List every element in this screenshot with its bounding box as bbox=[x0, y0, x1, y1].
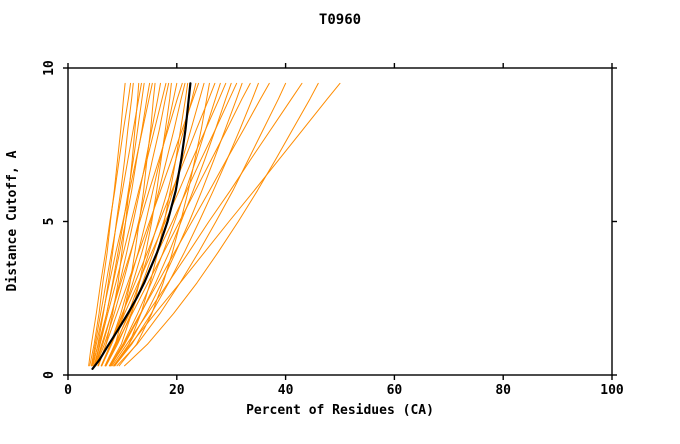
model-curve bbox=[105, 82, 251, 367]
model-curve bbox=[124, 82, 319, 367]
axes-layer: 0 20 40 60 80 100 0 5 10 bbox=[42, 60, 624, 398]
model-curve bbox=[90, 82, 142, 367]
model-curve bbox=[89, 82, 126, 367]
y-tick-label: 0 bbox=[42, 371, 57, 379]
y-tick-label: 10 bbox=[42, 60, 57, 76]
model-curve bbox=[95, 82, 170, 367]
model-curve bbox=[109, 82, 232, 367]
model-curve bbox=[101, 82, 216, 367]
model-curve bbox=[104, 82, 238, 367]
y-tick-label: 5 bbox=[42, 218, 57, 226]
model-curve bbox=[91, 82, 151, 367]
x-tick-label: 0 bbox=[64, 383, 72, 398]
model-curve bbox=[116, 82, 287, 367]
model-curve bbox=[113, 82, 341, 367]
x-tick-label: 80 bbox=[495, 383, 511, 398]
model-curve bbox=[114, 82, 259, 367]
model-curve bbox=[88, 82, 132, 367]
model-curve bbox=[101, 82, 186, 367]
x-tick-label: 40 bbox=[278, 383, 294, 398]
model-curve bbox=[111, 82, 303, 367]
model-curve bbox=[97, 82, 200, 367]
y-axis-label: Distance Cutoff, A bbox=[5, 150, 20, 291]
model-curve bbox=[101, 82, 227, 367]
x-axis-label: Percent of Residues (CA) bbox=[246, 403, 434, 418]
model-curve bbox=[94, 82, 167, 367]
model-curve bbox=[91, 82, 153, 367]
model-curve bbox=[92, 82, 134, 367]
chart-title: T0960 bbox=[319, 12, 361, 28]
model-curve bbox=[109, 82, 221, 367]
model-curve bbox=[108, 82, 172, 367]
model-curve bbox=[114, 82, 189, 367]
x-tick-label: 100 bbox=[600, 383, 624, 398]
curves-layer bbox=[88, 82, 341, 370]
model-curve bbox=[100, 82, 178, 367]
x-tick-label: 60 bbox=[387, 383, 403, 398]
x-tick-label: 20 bbox=[169, 383, 185, 398]
model-curve bbox=[110, 82, 270, 367]
reference-curve bbox=[91, 82, 192, 370]
model-curve bbox=[94, 82, 183, 367]
